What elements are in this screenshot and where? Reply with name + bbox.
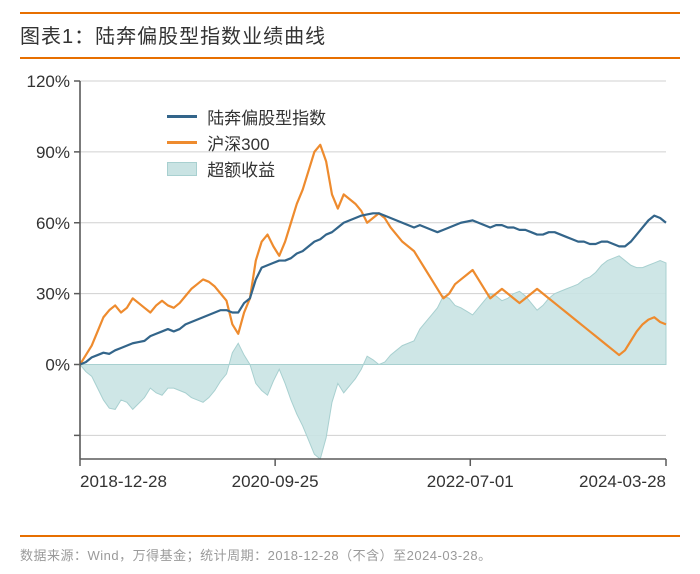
svg-text:90%: 90% bbox=[36, 143, 70, 162]
legend-item: 沪深300 bbox=[167, 130, 326, 156]
svg-text:60%: 60% bbox=[36, 214, 70, 233]
svg-text:2020-09-25: 2020-09-25 bbox=[232, 472, 319, 491]
legend-swatch bbox=[167, 162, 197, 176]
legend-swatch bbox=[167, 141, 197, 144]
chart-title: 图表1：陆奔偏股型指数业绩曲线 bbox=[20, 14, 680, 57]
legend-item: 超额收益 bbox=[167, 156, 326, 182]
chart-svg: 0% 30% 60% 90% 120% 2018-12-28 2020-09-25 2022-… bbox=[20, 65, 680, 515]
legend-label: 超额收益 bbox=[207, 156, 275, 181]
title-rule bbox=[20, 57, 680, 59]
legend-label: 陆奔偏股型指数 bbox=[207, 104, 326, 129]
svg-text:120%: 120% bbox=[27, 72, 70, 91]
legend-item: 陆奔偏股型指数 bbox=[167, 104, 326, 130]
legend-label: 沪深300 bbox=[207, 130, 269, 155]
legend-swatch bbox=[167, 115, 197, 118]
svg-text:2024-03-28: 2024-03-28 bbox=[579, 472, 666, 491]
chart-legend: 陆奔偏股型指数沪深300超额收益 bbox=[167, 104, 326, 182]
chart-plot: 0% 30% 60% 90% 120% 2018-12-28 2020-09-25 2022-… bbox=[20, 65, 680, 535]
svg-text:0%: 0% bbox=[45, 356, 70, 375]
chart-header: 图表1：陆奔偏股型指数业绩曲线 bbox=[20, 12, 680, 59]
chart-footer: 数据来源：Wind，万得基金；统计周期：2018-12-28（不含）至2024-… bbox=[20, 537, 680, 564]
svg-text:2022-07-01: 2022-07-01 bbox=[427, 472, 514, 491]
svg-text:30%: 30% bbox=[36, 285, 70, 304]
svg-text:2018-12-28: 2018-12-28 bbox=[80, 472, 167, 491]
